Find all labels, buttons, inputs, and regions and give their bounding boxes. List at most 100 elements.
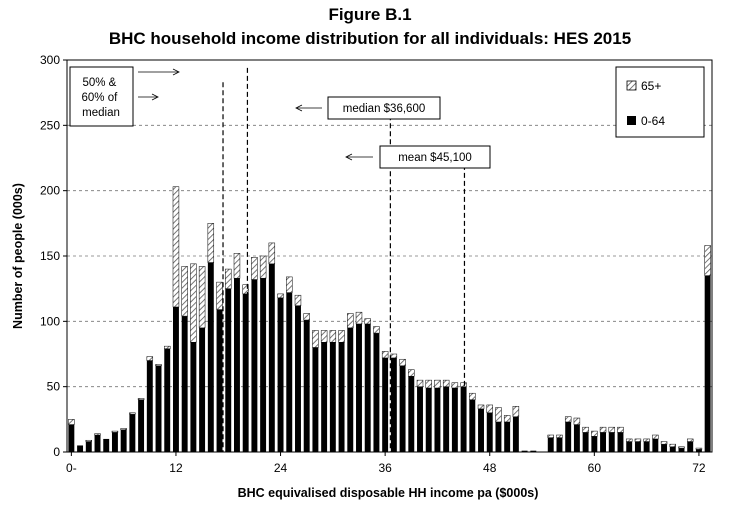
bar-0-64 <box>382 357 389 452</box>
bar-65plus <box>294 294 302 306</box>
bar-65plus <box>608 426 615 433</box>
bars <box>68 186 711 452</box>
bar-65plus <box>477 404 485 410</box>
bar-0-64 <box>77 445 84 452</box>
bar-65plus <box>164 345 171 350</box>
bar-65plus <box>303 313 310 321</box>
bar-0-64 <box>234 278 240 452</box>
bar-0-64 <box>129 414 136 452</box>
arrowhead-50pct <box>151 93 159 101</box>
bar-0-64 <box>661 444 668 452</box>
bar-65plus <box>181 266 188 317</box>
annotation-text-median: median $36,600 <box>343 103 425 115</box>
x-tick-label: 12 <box>169 461 183 475</box>
bar-0-64 <box>512 416 519 452</box>
bar-65plus <box>329 330 337 343</box>
bar-0-64 <box>486 412 493 452</box>
bar-0-64 <box>600 432 607 452</box>
bar-65plus <box>434 379 441 389</box>
bar-0-64 <box>495 421 502 452</box>
bar-65plus <box>704 245 711 276</box>
x-tick-label: 36 <box>378 461 392 475</box>
x-tick-label: 48 <box>483 461 497 475</box>
bar-0-64 <box>277 297 284 452</box>
bar-65plus <box>460 382 467 387</box>
bar-0-64 <box>242 293 249 452</box>
bar-0-64 <box>626 441 633 452</box>
bar-0-64 <box>451 387 458 452</box>
legend-box <box>615 66 705 138</box>
bar-0-64 <box>120 429 127 452</box>
bar-65plus <box>390 353 398 359</box>
bar-0-64 <box>138 399 145 452</box>
bar-0-64 <box>207 262 214 452</box>
bar-0-64 <box>295 305 301 452</box>
y-tick-label: 250 <box>40 118 60 132</box>
y-axis-label: Number of people (000s) <box>11 183 25 329</box>
bar-65plus <box>129 412 136 415</box>
bar-0-64 <box>634 441 641 452</box>
bar-0-64 <box>321 342 328 452</box>
bar-0-64 <box>111 432 118 452</box>
bar-0-64 <box>68 424 75 452</box>
bar-0-64 <box>94 435 101 452</box>
bar-0-64 <box>478 408 484 452</box>
bar-0-64 <box>260 278 267 452</box>
bar-65plus <box>259 255 267 279</box>
annotation-box-median <box>327 96 441 120</box>
bar-0-64 <box>329 342 336 452</box>
bar-65plus <box>660 441 668 445</box>
bar-0-64 <box>85 441 92 452</box>
bar-65plus <box>582 426 589 433</box>
bar-65plus <box>399 358 406 367</box>
y-tick-label: 200 <box>40 184 60 198</box>
bar-0-64 <box>617 432 624 452</box>
bar-65plus <box>172 186 180 308</box>
bar-0-64 <box>303 320 310 452</box>
legend-swatch-65plus <box>626 80 637 91</box>
bar-0-64 <box>164 348 171 452</box>
bar-65plus <box>442 379 450 387</box>
chart-title: Figure B.1 <box>328 5 411 24</box>
bar-65plus <box>425 379 432 389</box>
legend: 65+ 0-64 <box>615 66 705 138</box>
x-tick-label: 24 <box>274 461 288 475</box>
bar-65plus <box>686 438 694 442</box>
legend-label-0-64: 0-64 <box>641 114 665 128</box>
bar-0-64 <box>181 316 188 452</box>
bar-0-64 <box>504 421 511 452</box>
bar-65plus <box>678 446 685 449</box>
annotation-mean: mean $45,100 <box>345 145 491 169</box>
bar-0-64 <box>146 360 153 452</box>
bar-0-64 <box>190 342 197 452</box>
legend-swatch-0-64 <box>627 116 636 125</box>
bar-65plus <box>634 438 642 442</box>
bar-65plus <box>111 430 119 433</box>
bar-65plus <box>381 351 389 359</box>
bar-0-64 <box>338 342 345 452</box>
bar-65plus <box>68 419 75 425</box>
bar-65plus <box>503 415 511 423</box>
annotation-text-50-60: 50% & 60% of median <box>81 77 120 119</box>
bar-65plus <box>564 416 572 423</box>
bar-0-64 <box>216 309 223 452</box>
bar-0-64 <box>469 399 476 452</box>
bar-65plus <box>268 242 276 265</box>
bar-65plus <box>652 434 659 440</box>
bar-65plus <box>625 438 633 442</box>
bar-65plus <box>355 311 363 325</box>
bar-65plus <box>451 382 459 389</box>
bar-0-64 <box>172 306 179 452</box>
bar-65plus <box>286 276 293 293</box>
chart-subtitle: BHC household income distribution for al… <box>109 29 631 48</box>
bar-65plus <box>312 330 319 348</box>
arrowhead-mean <box>345 153 353 161</box>
bar-0-64 <box>547 437 554 452</box>
bar-65plus <box>137 398 145 400</box>
arrowhead-median <box>295 104 303 112</box>
bar-0-64 <box>364 323 371 452</box>
bar-65plus <box>695 447 703 450</box>
annotation-box-mean <box>379 145 491 169</box>
bar-0-64 <box>373 333 380 452</box>
